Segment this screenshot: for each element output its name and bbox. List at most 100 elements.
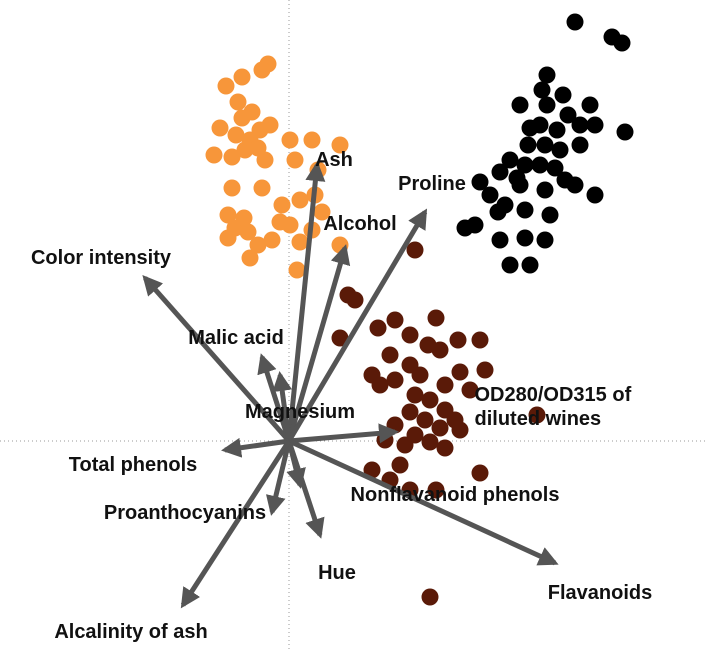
point — [511, 96, 529, 114]
point — [229, 93, 247, 111]
point — [346, 291, 364, 309]
point — [451, 421, 469, 439]
point — [516, 229, 534, 247]
point — [461, 381, 479, 399]
point — [538, 66, 556, 84]
point — [536, 181, 554, 199]
point — [436, 376, 454, 394]
point — [616, 123, 634, 141]
point — [536, 136, 554, 154]
point — [227, 126, 245, 144]
point — [501, 256, 519, 274]
point — [541, 206, 559, 224]
point — [273, 196, 291, 214]
point — [586, 116, 604, 134]
point — [303, 131, 321, 149]
loading-label: Hue — [318, 562, 356, 584]
point — [516, 156, 534, 174]
point — [291, 233, 309, 251]
point — [421, 391, 439, 409]
point — [516, 201, 534, 219]
point — [501, 151, 519, 169]
loading-label: Proanthocyanins — [103, 502, 267, 524]
point — [286, 151, 304, 169]
loading-label: Alcohol — [323, 213, 397, 235]
point — [427, 481, 445, 499]
loading-arrow — [286, 208, 428, 443]
point — [401, 326, 419, 344]
point — [281, 216, 299, 234]
point — [331, 329, 349, 347]
point — [241, 249, 259, 267]
point — [401, 403, 419, 421]
loading-arrow — [272, 371, 293, 442]
point — [219, 206, 237, 224]
point — [411, 366, 429, 384]
point — [546, 159, 564, 177]
point — [508, 169, 526, 187]
point — [471, 464, 489, 482]
point — [519, 136, 537, 154]
point — [476, 361, 494, 379]
point — [261, 116, 279, 134]
point — [239, 223, 257, 241]
point — [331, 136, 349, 154]
point — [449, 331, 467, 349]
loading-arrow — [287, 438, 559, 566]
loading-label: OD280/OD315 of diluted wines — [474, 384, 632, 430]
point — [491, 231, 509, 249]
point — [489, 203, 507, 221]
point — [491, 163, 509, 181]
point — [256, 151, 274, 169]
point — [369, 319, 387, 337]
point — [471, 173, 489, 191]
point — [528, 406, 546, 424]
point — [581, 96, 599, 114]
point — [421, 433, 439, 451]
point — [253, 61, 271, 79]
loading-arrow — [142, 275, 291, 443]
loading-label: Nonflavanoid phenols — [350, 484, 560, 506]
point — [431, 341, 449, 359]
point — [521, 256, 539, 274]
point — [531, 156, 549, 174]
point — [571, 136, 589, 154]
loading-label: Ash — [315, 149, 353, 171]
point — [291, 191, 309, 209]
point — [223, 148, 241, 166]
point — [236, 141, 254, 159]
point — [613, 34, 631, 52]
point — [556, 171, 574, 189]
point — [427, 309, 445, 327]
point — [211, 119, 229, 137]
loading-label: Flavanoids — [547, 582, 653, 604]
loading-arrow — [286, 244, 351, 442]
loading-label: Alcalinity of ash — [54, 621, 208, 643]
point — [431, 419, 449, 437]
point — [416, 411, 434, 429]
point — [548, 121, 566, 139]
loading-label: Magnesium — [244, 401, 356, 423]
point — [233, 68, 251, 86]
point — [371, 376, 389, 394]
point — [466, 216, 484, 234]
loading-arrow — [221, 437, 290, 458]
point — [249, 236, 267, 254]
point — [263, 231, 281, 249]
point — [253, 179, 271, 197]
point — [233, 109, 251, 127]
point — [281, 131, 299, 149]
loading-arrow — [286, 161, 326, 442]
point — [313, 203, 331, 221]
loading-arrow — [266, 440, 292, 516]
point — [421, 588, 439, 606]
loading-arrow — [180, 439, 292, 609]
loading-label: Malic acid — [188, 327, 284, 349]
point — [223, 179, 241, 197]
point — [566, 13, 584, 31]
loading-arrow — [286, 440, 306, 489]
point — [288, 261, 306, 279]
loading-label: Total phenols — [68, 454, 198, 476]
